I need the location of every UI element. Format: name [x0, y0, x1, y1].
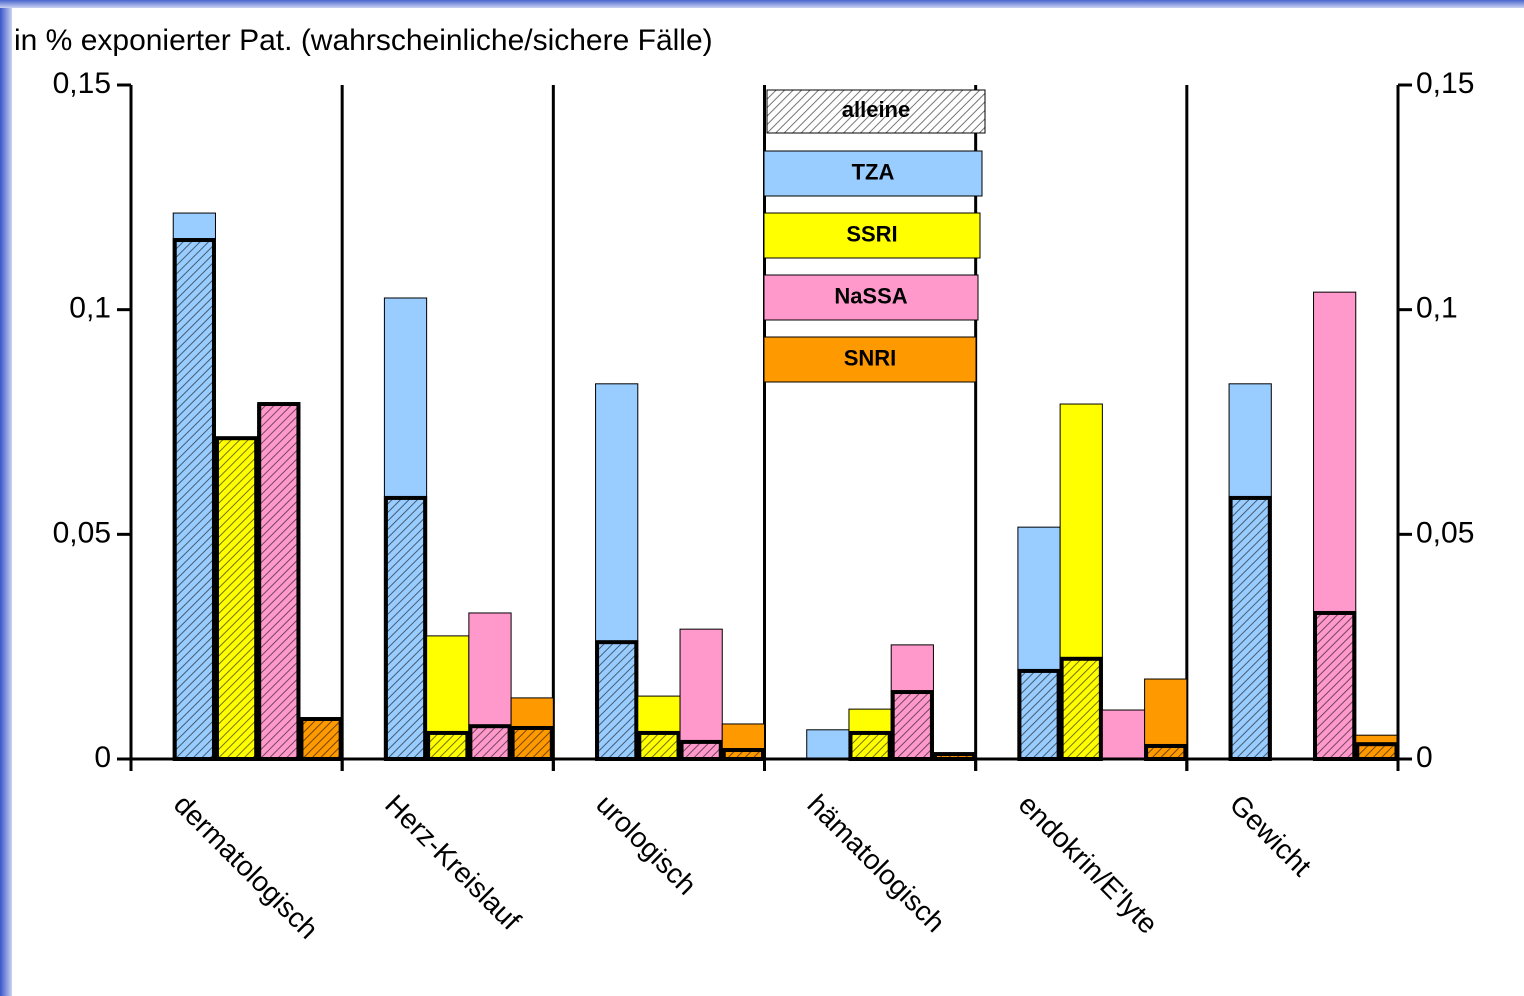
bar: [1101, 709, 1146, 760]
y-tick-label: 0,1: [69, 292, 111, 325]
legend-label: SSRI: [846, 221, 897, 246]
legend-swatch: [763, 336, 977, 383]
legend-swatch: [766, 89, 986, 134]
x-tick-label: dermatologisch: [168, 789, 324, 945]
bar-alone: [595, 640, 639, 762]
y2-tick-label: 0: [1416, 741, 1433, 774]
y2-tick-label: 0,1: [1416, 292, 1458, 325]
legend-swatch: [763, 274, 979, 321]
bar-alone: [299, 717, 343, 762]
legend-label: SNRI: [844, 345, 897, 370]
y-tick-label: 0,05: [53, 516, 111, 549]
y2-tick-label: 0,05: [1416, 516, 1474, 549]
bar-alone: [1144, 743, 1188, 762]
bar: [806, 729, 850, 760]
legend-label: alleine: [842, 97, 910, 122]
background-strip: [0, 0, 1524, 8]
chart-title: in % exponierter Pat. (wahrscheinliche/s…: [14, 24, 713, 57]
bar-alone: [1059, 656, 1103, 761]
x-tick-label: Gewicht: [1224, 789, 1318, 883]
x-tick-label: endokrin/E'lyte: [1013, 789, 1164, 940]
legend-label: TZA: [852, 159, 895, 184]
bar-alone: [637, 730, 681, 761]
background-strip: [0, 0, 12, 996]
legend-label: NaSSA: [834, 283, 907, 308]
bar-alone: [1355, 742, 1399, 761]
bar-alone: [510, 725, 554, 761]
bar-alone: [426, 730, 470, 761]
x-tick-label: hämatologisch: [801, 789, 951, 939]
bar-alone: [257, 402, 301, 761]
legend-swatch: [763, 212, 981, 259]
bar-alone: [679, 739, 723, 762]
bar: [679, 628, 723, 760]
bar-alone: [848, 730, 892, 761]
bar-alone: [890, 690, 934, 761]
bar-alone: [214, 436, 259, 761]
bar-alone: [468, 724, 512, 762]
x-tick-label: Herz-Kreislauf: [379, 789, 527, 937]
legend-swatch: [763, 150, 983, 197]
bar-alone: [172, 238, 216, 761]
y-tick-label: 0: [94, 741, 111, 774]
y-tick-label: 0,15: [53, 67, 111, 100]
bar-alone: [1313, 610, 1357, 762]
bar-alone: [1017, 668, 1061, 761]
x-tick-label: urologisch: [590, 789, 702, 901]
y2-tick-label: 0,15: [1416, 67, 1474, 100]
bar-alone: [383, 495, 428, 761]
bar-alone: [1228, 495, 1272, 761]
